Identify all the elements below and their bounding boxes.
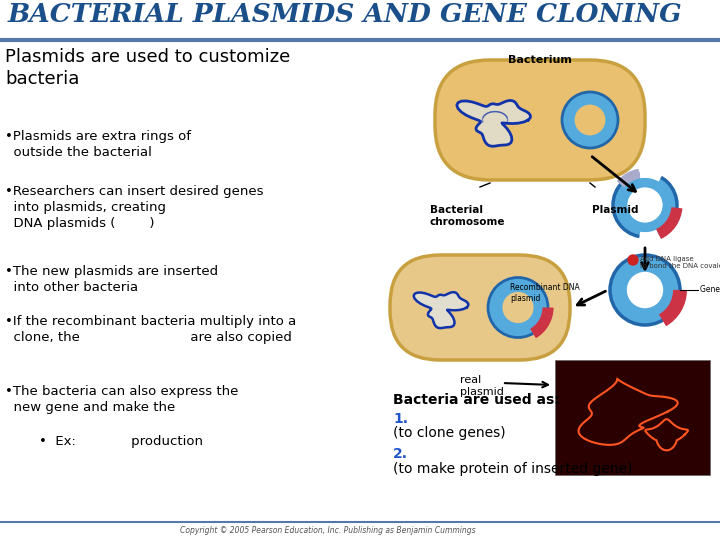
Text: •Plasmids are extra rings of
  outside the bacterial: •Plasmids are extra rings of outside the…	[5, 130, 191, 159]
Circle shape	[488, 278, 548, 338]
Text: •If the recombinant bacteria multiply into a
  clone, the                       : •If the recombinant bacteria multiply in…	[5, 315, 296, 344]
Text: Bacterial
chromosome: Bacterial chromosome	[430, 205, 505, 227]
Bar	[555, 360, 710, 475]
Text: •  Ex:             production: • Ex: production	[5, 435, 203, 448]
Text: Recombinant DNA
plasmid: Recombinant DNA plasmid	[510, 284, 580, 303]
Circle shape	[562, 92, 618, 148]
Text: Plasmid: Plasmid	[592, 205, 639, 215]
Text: real
plasmid: real plasmid	[460, 375, 504, 396]
FancyBboxPatch shape	[435, 60, 645, 180]
Text: •Researchers can insert desired genes
  into plasmids, creating
  DNA plasmids (: •Researchers can insert desired genes in…	[5, 185, 264, 230]
Text: Bacterium: Bacterium	[508, 55, 572, 65]
Text: •The bacteria can also express the
  new gene and make the: •The bacteria can also express the new g…	[5, 385, 238, 414]
Circle shape	[610, 255, 680, 325]
Text: (to clone genes): (to clone genes)	[393, 426, 505, 440]
Circle shape	[503, 292, 534, 323]
Text: Add DNA ligase
to bond the DNA covalently: Add DNA ligase to bond the DNA covalentl…	[640, 256, 720, 269]
Circle shape	[575, 105, 606, 136]
Text: Copyright © 2005 Pearson Education, Inc. Publishing as Benjamin Cummings: Copyright © 2005 Pearson Education, Inc.…	[180, 526, 476, 535]
Text: Gene Y: Gene Y	[700, 286, 720, 294]
Circle shape	[613, 173, 677, 237]
Text: 2.: 2.	[393, 447, 408, 461]
Text: (to make protein of inserted gene): (to make protein of inserted gene)	[393, 462, 632, 476]
Text: Bacteria are used as:: Bacteria are used as:	[393, 393, 559, 407]
FancyBboxPatch shape	[390, 255, 570, 360]
Text: •The new plasmids are inserted
  into other bacteria: •The new plasmids are inserted into othe…	[5, 265, 218, 294]
Polygon shape	[456, 100, 531, 146]
Circle shape	[628, 255, 638, 265]
Circle shape	[627, 187, 662, 222]
Circle shape	[627, 272, 663, 308]
Polygon shape	[414, 292, 468, 328]
Text: 1.: 1.	[393, 412, 408, 426]
Text: BACTERIAL PLASMIDS AND GENE CLONING: BACTERIAL PLASMIDS AND GENE CLONING	[8, 2, 683, 27]
Text: Plasmids are used to customize
bacteria: Plasmids are used to customize bacteria	[5, 48, 290, 88]
